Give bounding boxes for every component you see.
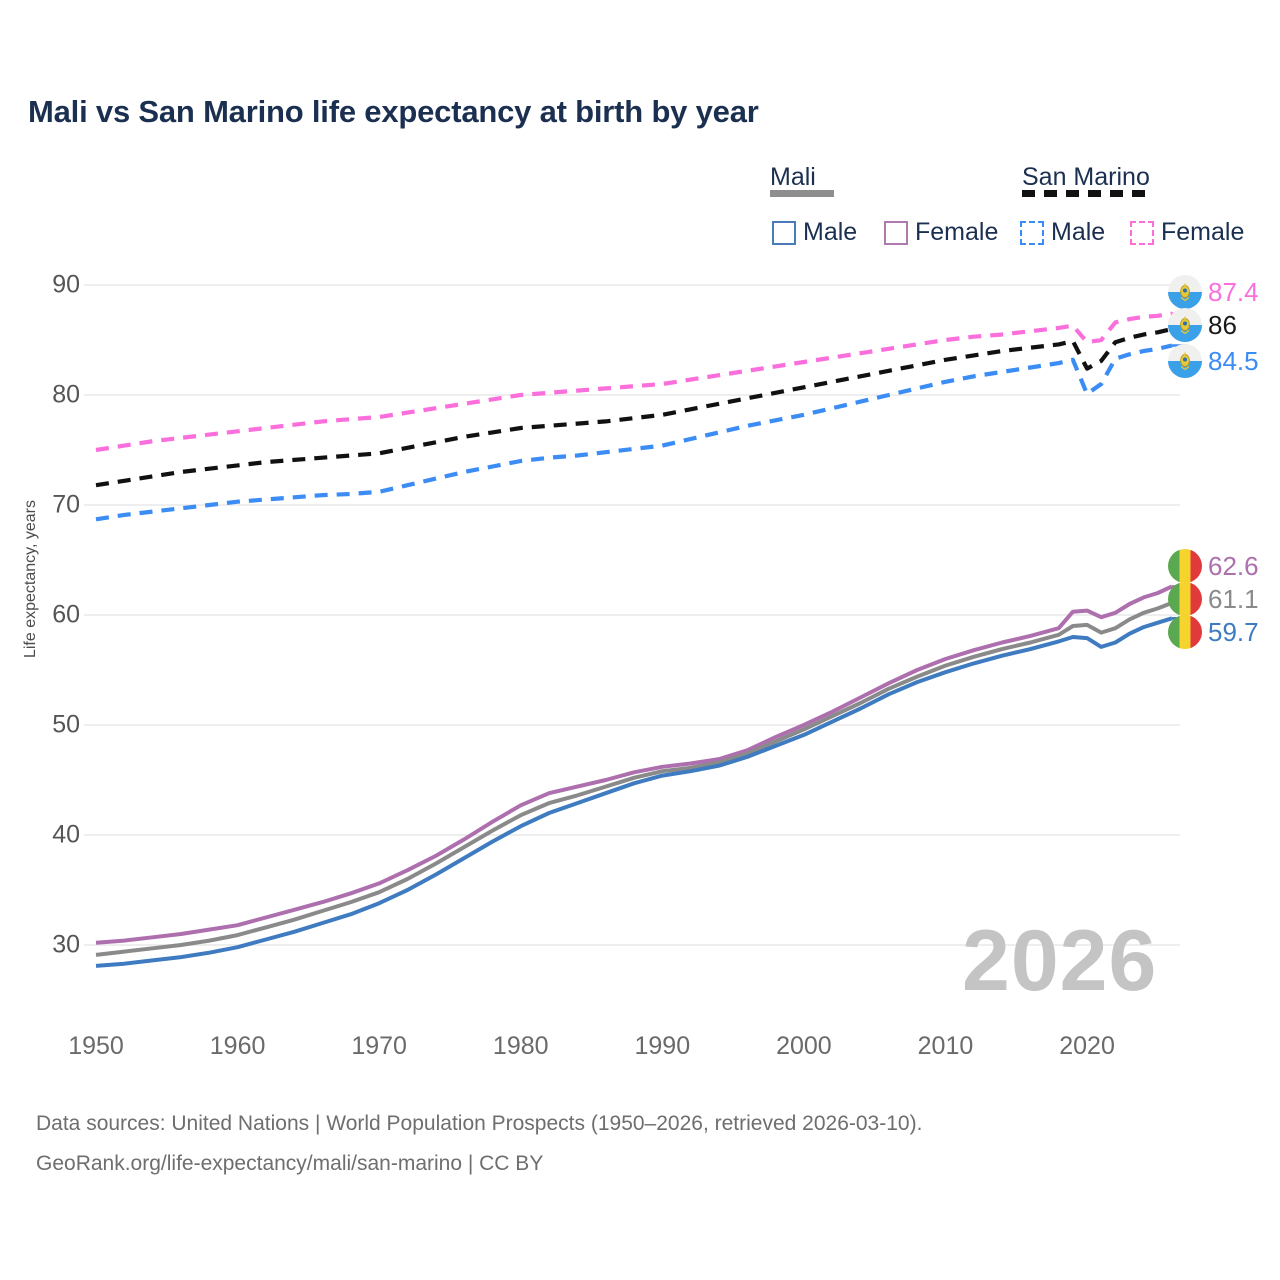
legend-item-label: Female — [1161, 218, 1245, 246]
legend-item-san-marino-female[interactable]: Female — [1130, 218, 1244, 247]
y-tick-label: 90 — [52, 270, 80, 299]
y-tick-label: 40 — [52, 820, 80, 849]
legend-item-mali-male[interactable]: Male — [772, 218, 857, 247]
end-label-value: 62.6 — [1208, 550, 1259, 581]
end-label-value: 84.5 — [1208, 345, 1259, 376]
legend-item-san-marino-male[interactable]: Male — [1020, 218, 1105, 247]
end-label: 86 — [1168, 308, 1237, 342]
end-label: 84.5 — [1168, 344, 1259, 378]
san-marino-flag-icon — [1168, 344, 1202, 378]
series-line-mali-both — [95, 601, 1173, 957]
x-tick-label: 1970 — [351, 1032, 407, 1060]
end-label: 62.6 — [1168, 549, 1259, 583]
end-label: 61.1 — [1168, 582, 1259, 616]
end-label: 87.4 — [1168, 275, 1259, 309]
legend-swatch-icon — [1130, 220, 1154, 245]
year-watermark: 2026 — [962, 913, 1158, 1009]
x-tick-label: 2010 — [917, 1032, 974, 1060]
san-marino-flag-icon — [1168, 275, 1202, 309]
flag-crest-icon — [1178, 283, 1192, 302]
legend-group-rule-mali — [770, 190, 834, 197]
x-tick-label: 1950 — [68, 1032, 124, 1060]
y-tick-label: 70 — [52, 490, 80, 519]
legend-group-title-san-marino: San Marino — [1022, 163, 1150, 191]
series-line-mali-female — [95, 584, 1173, 945]
legend-item-label: Female — [915, 218, 999, 246]
legend-item-label: Male — [1051, 218, 1106, 246]
x-tick-label: 1990 — [634, 1032, 691, 1060]
y-tick-label: 50 — [52, 710, 80, 739]
y-axis-label: Life expectancy, years — [22, 500, 39, 659]
mali-flag-icon — [1168, 615, 1202, 649]
y-tick-label: 80 — [52, 380, 80, 409]
legend-group-title-mali: Mali — [770, 163, 816, 191]
end-label-value: 59.7 — [1208, 616, 1259, 647]
y-tick-label: 30 — [52, 930, 80, 959]
x-tick-label: 1960 — [209, 1032, 266, 1060]
mali-flag-icon — [1168, 549, 1202, 583]
san-marino-flag-icon — [1168, 308, 1202, 342]
series-line-mali-male — [95, 616, 1173, 968]
end-label-value: 87.4 — [1208, 276, 1259, 307]
end-label: 59.7 — [1168, 615, 1259, 649]
footer-line-2: GeoRank.org/life-expectancy/mali/san-mar… — [36, 1152, 544, 1175]
mali-flag-icon — [1168, 582, 1202, 616]
flag-crest-icon — [1178, 316, 1192, 335]
end-label-value: 86 — [1208, 309, 1237, 340]
x-tick-label: 1980 — [492, 1032, 549, 1060]
x-tick-label: 2000 — [776, 1032, 832, 1060]
legend-group-rule-san-marino — [1022, 190, 1150, 197]
legend-item-mali-female[interactable]: Female — [884, 218, 998, 247]
page-title: Mali vs San Marino life expectancy at bi… — [28, 94, 759, 129]
series-line-san-marino-female — [95, 311, 1173, 453]
legend-item-label: Male — [803, 218, 858, 246]
flag-crest-icon — [1178, 352, 1192, 371]
legend-swatch-icon — [772, 220, 796, 245]
series-line-san-marino-both — [95, 326, 1173, 488]
legend-swatch-icon — [1020, 220, 1044, 245]
series-line-san-marino-male — [95, 343, 1173, 522]
end-label-value: 61.1 — [1208, 583, 1259, 614]
x-tick-label: 2020 — [1059, 1032, 1115, 1060]
y-tick-label: 60 — [52, 600, 80, 629]
legend-swatch-icon — [884, 220, 908, 245]
footer-line-1: Data sources: United Nations | World Pop… — [36, 1112, 923, 1135]
